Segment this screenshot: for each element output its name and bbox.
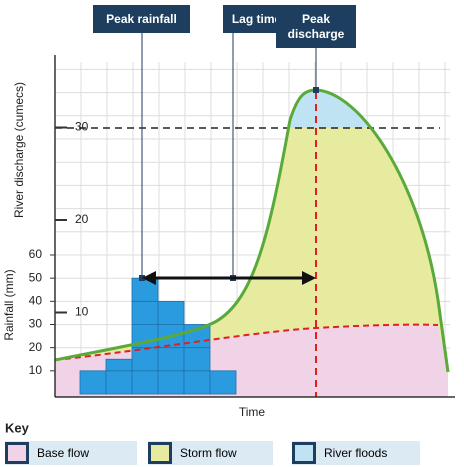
y-axis-label: Rainfall (mm) [2,269,16,340]
annotation: Peak rainfall [93,5,190,33]
y-tick-label: 60 [29,247,43,261]
y2-tick-label: 30 [75,120,89,134]
y-tick-label: 30 [29,317,43,331]
base-flow-line [54,323,439,361]
bar [183,324,211,395]
legend-item: River floods [292,441,420,465]
storm-hydrograph [54,88,450,373]
flood-area [290,90,371,128]
legend-swatch [5,442,29,464]
pointer-dot [313,87,319,93]
legend-swatch [292,442,316,464]
y2-tick-label: 10 [75,305,89,319]
bar [131,277,159,395]
y-tick-label: 40 [29,294,43,308]
x-axis-label: Time [239,405,266,419]
y-tick-label: 10 [29,363,43,377]
bar [209,370,237,395]
y-tick-label: 20 [29,340,43,354]
legend-label: Base flow [37,446,90,460]
legend-label: River floods [324,446,388,460]
annotation: Peak discharge [276,5,356,48]
rainfall-bars [79,277,237,395]
lag-arrow [142,271,316,285]
key-title: Key [5,420,30,435]
bar [79,370,107,395]
legend-swatch [148,442,172,464]
y2-tick-label: 20 [75,212,89,226]
storm-flow-area [55,90,448,372]
legend-label: Storm flow [180,446,237,460]
bar [105,358,133,395]
y2-axis-label: River discharge (cumecs) [12,82,26,218]
y-tick-label: 50 [29,270,43,284]
legend-item: Base flow [5,441,137,465]
legend-item: Storm flow [148,441,273,465]
